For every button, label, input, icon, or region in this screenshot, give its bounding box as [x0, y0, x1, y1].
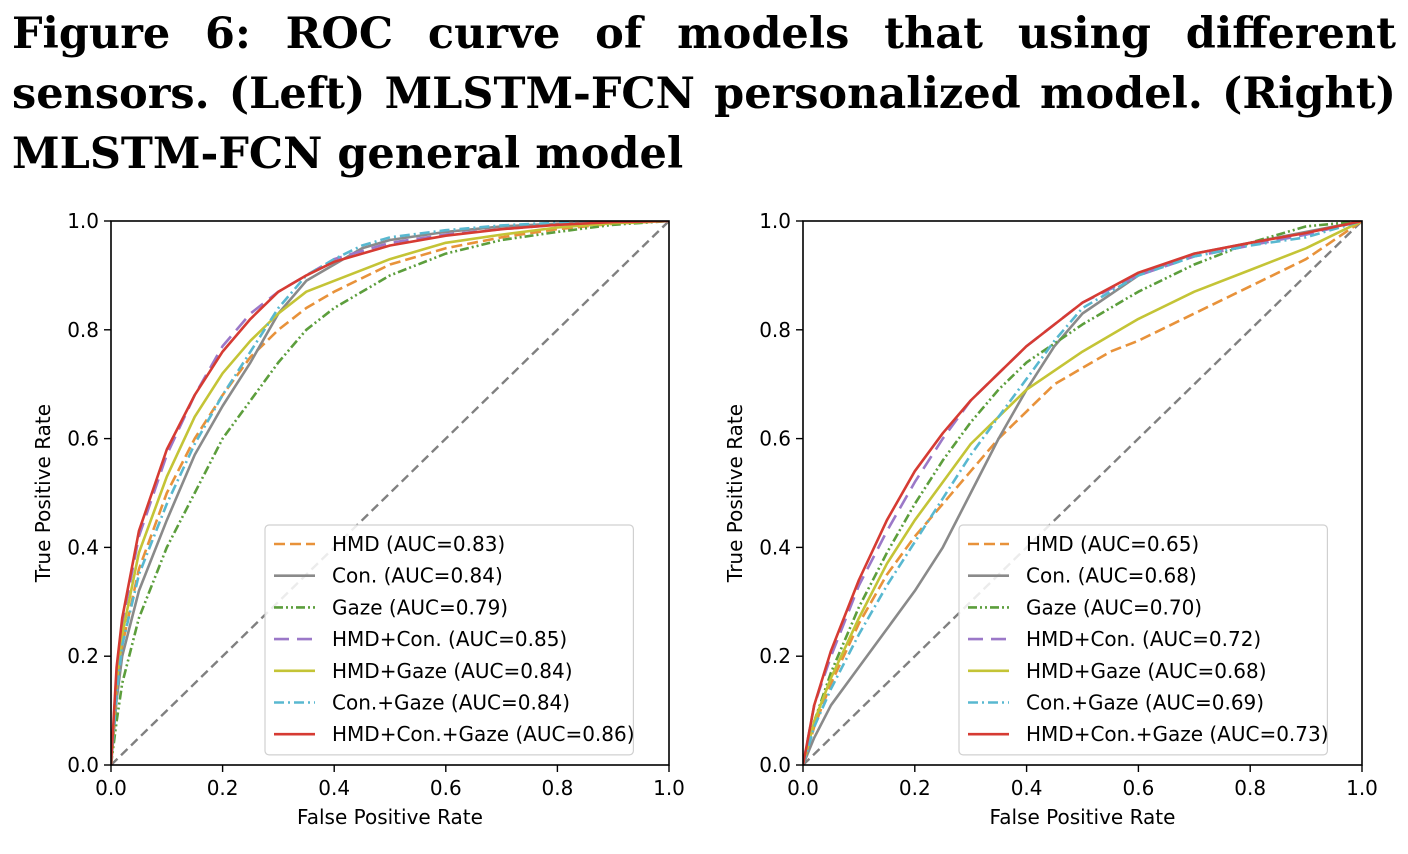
y-tick-label: 1.0: [67, 209, 99, 233]
x-tick-label: 0.8: [1234, 776, 1266, 800]
series-line: [111, 221, 669, 765]
plot-frame: [110, 220, 670, 766]
x-tick-label: 1.0: [653, 776, 685, 800]
diagonal-reference-line: [802, 220, 1363, 766]
legend-entry: Con. (AUC=0.84): [332, 564, 503, 588]
series-line: [803, 221, 1362, 765]
x-tick-label: 0.0: [787, 776, 819, 800]
series-line: [111, 221, 669, 765]
series-line: [111, 221, 669, 765]
series-line: [803, 221, 1362, 765]
y-tick-label: 0.4: [759, 535, 791, 559]
legend: HMD (AUC=0.83) Con. (AUC=0.84) Gaze (AUC=0…: [264, 524, 635, 756]
legend-entry: Con.+Gaze (AUC=0.69): [1026, 691, 1264, 715]
legend-entry: Gaze (AUC=0.79): [332, 595, 508, 619]
x-tick-label: 0.8: [541, 776, 573, 800]
series-line: [111, 221, 669, 765]
x-tick-label: 0.6: [1122, 776, 1154, 800]
plot-frame: [802, 220, 1363, 766]
x-tick-label: 0.2: [899, 776, 931, 800]
legend-entry: HMD+Gaze (AUC=0.68): [1026, 659, 1267, 683]
y-axis-label: True Positive Rate: [31, 404, 55, 583]
x-axis-label: False Positive Rate: [990, 805, 1176, 829]
y-tick-label: 0.2: [759, 644, 791, 668]
legend-entry: HMD+Con. (AUC=0.72): [1026, 627, 1261, 651]
y-tick-label: 0.6: [67, 427, 99, 451]
y-tick-label: 1.0: [759, 209, 791, 233]
legend-entry: HMD+Con.+Gaze (AUC=0.73): [1026, 722, 1329, 746]
x-tick-label: 0.4: [318, 776, 350, 800]
y-tick-label: 0.0: [67, 753, 99, 777]
legend-entry: HMD+Gaze (AUC=0.84): [332, 659, 573, 683]
y-tick-label: 0.6: [759, 427, 791, 451]
diagonal-reference-line: [110, 220, 670, 766]
x-tick-label: 0.4: [1011, 776, 1043, 800]
y-tick-label: 0.4: [67, 535, 99, 559]
legend-entry: HMD (AUC=0.65): [1026, 532, 1199, 556]
series-line: [803, 221, 1362, 765]
legend: HMD (AUC=0.65) Con. (AUC=0.68) Gaze (AUC=0…: [958, 524, 1329, 756]
y-tick-label: 0.8: [759, 318, 791, 342]
legend-entry: Con. (AUC=0.68): [1026, 564, 1197, 588]
series-line: [803, 221, 1362, 765]
x-tick-label: 0.2: [207, 776, 239, 800]
legend-entry: HMD+Con. (AUC=0.85): [332, 627, 567, 651]
series-line: [111, 221, 669, 765]
chart-panel-right: 0.0 0.2 0.4 0.6 0.8 1.0 0.0 0.2 0.4 0.6 0.8 1.0 Fals…: [723, 209, 1378, 829]
x-tick-label: 0.0: [95, 776, 127, 800]
x-tick-label: 0.6: [430, 776, 462, 800]
legend-entry: HMD+Con.+Gaze (AUC=0.86): [332, 722, 635, 746]
y-tick-label: 0.8: [67, 318, 99, 342]
legend-box: [958, 524, 1328, 756]
chart-panel-left: 0.0 0.2 0.4 0.6 0.8 1.0 0.0 0.2 0.4 0.6 0.8 1.0 Fals…: [31, 209, 685, 829]
figure-caption: Figure 6: ROC curve of models that using…: [12, 9, 1396, 179]
x-tick-label: 1.0: [1346, 776, 1378, 800]
series-line: [803, 221, 1362, 765]
legend-entry: HMD (AUC=0.83): [332, 532, 505, 556]
y-tick-label: 0.0: [759, 753, 791, 777]
y-axis-label: True Positive Rate: [723, 404, 747, 583]
legend-entry: Gaze (AUC=0.70): [1026, 595, 1202, 619]
legend-entry: Con.+Gaze (AUC=0.84): [332, 691, 570, 715]
y-tick-label: 0.2: [67, 644, 99, 668]
legend-box: [264, 524, 634, 756]
x-axis-label: False Positive Rate: [297, 805, 483, 829]
series-line: [111, 221, 669, 765]
